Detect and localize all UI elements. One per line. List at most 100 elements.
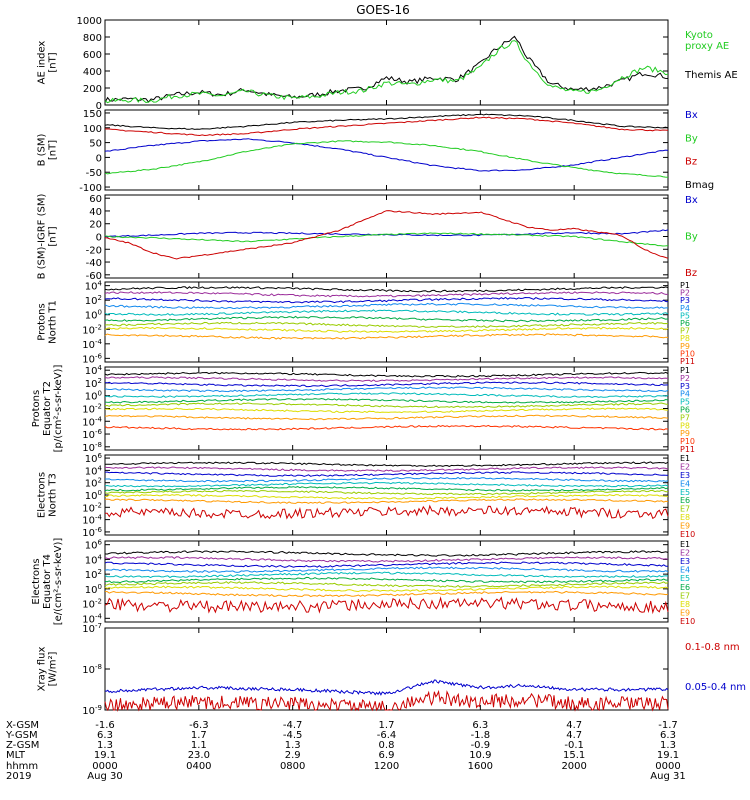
channel-label-p6: P6	[680, 406, 690, 415]
y-axis-label: B (SM)	[37, 133, 48, 166]
channel-line-e7	[104, 581, 669, 588]
y-tick-exponent: -8	[95, 663, 102, 671]
ephemeris-value: Aug 30	[87, 771, 122, 782]
y-axis-label: Protons	[37, 303, 48, 340]
series-line-bz	[104, 210, 669, 260]
legend-entry: By	[685, 133, 698, 144]
channel-line-e5	[104, 481, 669, 488]
series-line-themis-ae	[104, 35, 669, 103]
ephemeris-value: 4.7	[566, 720, 582, 731]
channel-label-e9: E9	[680, 522, 690, 531]
channel-line-p9	[104, 333, 669, 340]
channel-label-e1: E1	[680, 454, 690, 463]
channel-label-p2: P2	[680, 289, 690, 298]
y-tick-label: 100	[83, 124, 102, 135]
channel-label-e2: E2	[680, 462, 690, 471]
y-tick-exponent: -2	[95, 403, 102, 411]
channel-line-e8	[104, 494, 669, 500]
ephemeris-value: -6.4	[377, 730, 397, 741]
channel-line-p1	[104, 286, 669, 293]
legend-entry: 0.1-0.8 nm	[685, 642, 740, 653]
y-tick-exponent: -4	[95, 415, 103, 423]
y-tick-exponent: 2	[98, 477, 102, 485]
y-tick-exponent: 4	[98, 364, 103, 372]
legend-entry: Kyoto	[685, 30, 713, 41]
ephemeris-value: 0000	[92, 761, 117, 772]
channel-line-p2	[104, 291, 668, 298]
channel-label-p5: P5	[680, 311, 690, 320]
y-tick-label: 0	[96, 233, 102, 244]
channel-line-e3	[104, 561, 668, 568]
channel-label-e9: E9	[680, 608, 690, 617]
channel-line-e2	[104, 466, 669, 472]
channel-label-p7: P7	[680, 327, 690, 336]
channel-line-e2	[104, 556, 669, 563]
ephemeris-value: 0400	[186, 761, 211, 772]
ephemeris-value: 23.0	[188, 750, 210, 761]
y-tick-label: 10-2	[82, 501, 102, 514]
channel-label-e10: E10	[680, 530, 695, 539]
y-tick-exponent: 2	[98, 294, 102, 302]
y-tick-exponent: 0	[98, 489, 102, 497]
y-axis-label: North T3	[48, 473, 59, 517]
y-tick-exponent: -6	[95, 526, 103, 534]
y-tick-label: 10-2	[82, 403, 102, 416]
y-tick-label: 10-4	[82, 415, 102, 428]
ephemeris-value: 1.3	[660, 740, 676, 751]
channel-label-e1: E1	[680, 540, 690, 549]
channel-label-e4: E4	[680, 479, 690, 488]
ephemeris-value: -0.1	[564, 740, 584, 751]
y-tick-exponent: -4	[95, 338, 103, 346]
channel-label-e7: E7	[680, 505, 690, 514]
channel-label-p8: P8	[680, 421, 690, 430]
channel-line-e9	[104, 498, 669, 504]
channel-line-e8	[104, 585, 669, 593]
y-tick-label: 100	[85, 309, 102, 322]
ephemeris-value: 0800	[280, 761, 305, 772]
y-tick-label: 60	[89, 194, 102, 205]
y-tick-label: 10-7	[82, 622, 102, 635]
channel-label-p7: P7	[680, 413, 690, 422]
channel-line-e10	[104, 596, 669, 615]
channel-line-p1	[104, 371, 669, 378]
ephemeris-value: 19.1	[94, 750, 116, 761]
ephemeris-value: 1600	[468, 761, 493, 772]
channel-label-e10: E10	[680, 617, 695, 626]
panel-frame	[104, 627, 669, 711]
series-line-bx	[104, 138, 669, 172]
y-axis-label: AE index	[37, 41, 48, 85]
y-tick-exponent: 4	[98, 464, 103, 472]
channel-label-e5: E5	[680, 488, 690, 497]
ephemeris-value: 1200	[374, 761, 399, 772]
ephemeris-value: 6.9	[379, 750, 395, 761]
y-tick-exponent: 0	[98, 309, 102, 317]
channel-label-p6: P6	[680, 319, 690, 328]
y-tick-exponent: 4	[98, 280, 103, 288]
y-tick-exponent: -8	[95, 441, 102, 449]
y-tick-label: 104	[85, 364, 103, 377]
legend-entry: Bx	[685, 195, 698, 206]
channel-line-e1	[105, 461, 669, 468]
channel-label-e7: E7	[680, 591, 690, 600]
channel-line-e10	[105, 504, 669, 520]
legend-entry: Bmag	[685, 180, 714, 191]
ephemeris-value: 6.3	[660, 730, 676, 741]
ephemeris-row-label: 2019	[6, 771, 31, 782]
y-tick-exponent: -2	[95, 323, 102, 331]
y-tick-exponent: -4	[95, 612, 103, 620]
channel-line-e4	[105, 476, 669, 483]
channel-line-p6	[104, 315, 669, 323]
y-tick-label: 40	[89, 207, 102, 218]
channel-line-p10	[104, 424, 669, 431]
channel-label-e3: E3	[680, 471, 690, 480]
y-tick-label: 600	[83, 50, 102, 61]
y-tick-label: 100	[85, 390, 102, 403]
channel-label-e6: E6	[680, 583, 690, 592]
y-tick-exponent: -6	[95, 428, 103, 436]
ephemeris-value: -1.6	[95, 720, 115, 731]
y-tick-label: -50	[86, 168, 102, 179]
channel-label-p10: P10	[680, 437, 695, 446]
ephemeris-value: Aug 31	[650, 771, 685, 782]
